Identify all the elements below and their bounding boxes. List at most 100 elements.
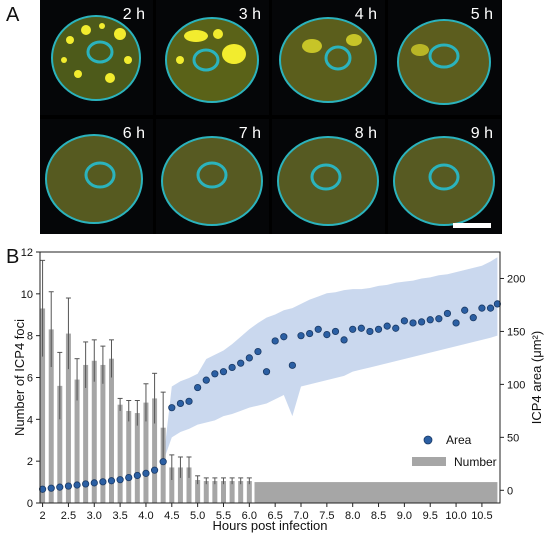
area-point [185,397,193,405]
nucleus-image [277,136,379,226]
foci-bar [40,308,46,503]
area-point [306,329,314,338]
foci-bar-plateau [254,482,498,503]
area-point [452,319,460,327]
y-left-tick-label: 0 [27,498,33,510]
area-point [125,473,133,482]
area-point [211,370,219,378]
y-left-tick-label: 8 [27,331,33,343]
scale-bar [453,223,491,228]
area-point [409,319,417,327]
micrograph-cell: 5 h [388,0,501,115]
x-tick-label: 6.0 [242,510,257,522]
y-left-axis-title: Number of ICP4 foci [12,319,27,436]
area-point [90,479,98,487]
foci-bar [91,360,97,503]
timepoint-label: 7 h [238,125,261,142]
area-point [271,337,279,345]
y-left-tick-label: 12 [21,247,33,259]
area-point [219,368,228,376]
area-point [288,361,296,369]
foci-bar [220,481,226,503]
area-point [262,368,271,376]
foci-bar [177,467,183,503]
x-tick-label: 10.0 [445,510,466,522]
micrograph-cell: 7 h [156,119,269,234]
area-point [237,359,245,367]
micrograph-cell: 3 h [156,0,269,115]
area-point [426,316,434,324]
area-point [228,363,236,372]
nucleus-image [393,136,495,226]
y-right-tick-label: 0 [507,485,513,497]
area-point [493,300,502,308]
area-point [245,354,253,362]
x-tick-label: 5.5 [216,510,231,522]
foci-bar [238,481,244,503]
legend-number-label: Number [454,455,497,469]
area-point [47,484,55,492]
x-tick-label: 2.5 [61,510,76,522]
x-tick-label: 8.0 [345,510,360,522]
x-axis-title: Hours post infection [213,518,328,533]
area-confidence-band [42,257,498,490]
area-point [38,485,47,493]
panel-a-label: A [6,4,20,26]
area-point [374,325,383,333]
area-point [280,333,288,341]
area-point [150,466,159,474]
foci-bar [143,402,149,503]
y-left-tick-label: 6 [27,373,33,385]
foci-bar [117,404,123,503]
area-point [202,376,210,384]
micrograph-cell: 6 h [40,119,153,234]
foci-bar [203,481,209,503]
nucleus-image [161,136,263,226]
micrograph-cell: 2 h [40,0,153,115]
area-point [159,458,167,466]
nucleus-image [45,134,143,224]
foci-bar [246,481,252,503]
x-tick-label: 10.5 [471,510,492,522]
micrograph-grid: 2 h 3 h 4 h 5 h 6 h [40,0,502,234]
area-point [340,336,348,344]
panel-b-label: B [6,246,20,268]
timepoint-label: 5 h [470,6,493,23]
area-point [392,324,400,332]
area-point [366,327,374,336]
nucleus-image [279,17,377,103]
nucleus-image [51,15,141,101]
foci-bar [74,379,80,503]
area-point [331,327,340,336]
x-tick-label: 3.0 [87,510,102,522]
area-point [383,322,391,330]
foci-bar [169,467,175,503]
x-tick-label: 4.0 [138,510,153,522]
area-point [142,469,150,477]
y-left-tick-label: 2 [27,456,33,468]
y-left-tick-label: 4 [27,414,33,426]
area-point [168,404,176,412]
area-point [443,309,452,318]
area-point [73,481,81,489]
foci-bar [152,398,158,503]
x-tick-label: 9.5 [423,510,438,522]
area-point [194,383,202,392]
x-tick-label: 3.5 [112,510,127,522]
y-right-tick-label: 100 [507,379,525,391]
x-tick-label: 5.0 [190,510,205,522]
area-point [486,304,495,312]
y-right-tick-label: 50 [507,432,519,444]
area-point [461,306,469,314]
x-tick-label: 2 [40,510,46,522]
area-point [435,315,443,323]
foci-bar [229,481,235,503]
x-tick-label: 6.5 [268,510,283,522]
y-right-tick-label: 150 [507,326,525,338]
micrograph-cell: 8 h [272,119,385,234]
area-point [417,318,426,326]
area-point [56,483,64,491]
nucleus-image [165,17,259,103]
x-tick-label: 4.5 [164,510,179,522]
